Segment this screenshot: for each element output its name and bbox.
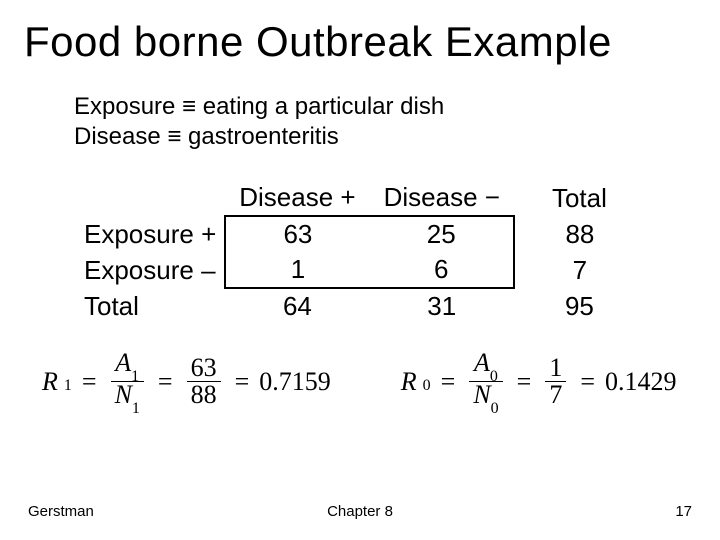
contingency-table: Disease + Disease − Total Exposure + 63 … [70, 180, 621, 324]
col-header-disease-plus: Disease + [225, 180, 369, 216]
r0-den-var: N [473, 380, 490, 409]
r1-num-sub: 1 [131, 368, 139, 385]
cell-d: 6 [370, 252, 514, 288]
cell-c: 1 [225, 252, 369, 288]
r0-den-sub: 0 [491, 400, 499, 417]
col2-total: 31 [370, 288, 514, 324]
slide-title: Food borne Outbreak Example [24, 18, 696, 66]
r1-lhs-var: R [42, 367, 58, 397]
equals-icon: = [441, 367, 456, 397]
definitions-block: Exposure ≡ eating a particular dish Dise… [74, 92, 444, 152]
equals-icon: = [82, 367, 97, 397]
row2-total: 7 [514, 252, 621, 288]
grand-total: 95 [514, 288, 621, 324]
r0-result: 0.1429 [605, 367, 677, 397]
cell-b: 25 [370, 216, 514, 252]
col-header-disease-minus: Disease − [370, 180, 514, 216]
disease-definition: Disease ≡ gastroenteritis [74, 122, 444, 152]
r1-symbolic-fraction: A1 N1 [111, 350, 144, 413]
row-header-exposure-plus: Exposure + [70, 216, 225, 252]
r1-result: 0.7159 [259, 367, 331, 397]
equals-icon: = [235, 367, 250, 397]
equals-icon: = [158, 367, 173, 397]
cell-a: 63 [225, 216, 369, 252]
col-header-total: Total [514, 180, 621, 216]
r1-den-val: 88 [187, 381, 221, 408]
r1-numeric-fraction: 63 88 [187, 355, 221, 408]
slide: Food borne Outbreak Example Exposure ≡ e… [0, 0, 720, 540]
r0-lhs-sub: 0 [423, 377, 431, 395]
col1-total: 64 [225, 288, 369, 324]
r1-den-sub: 1 [132, 400, 140, 417]
r0-num-val: 1 [545, 355, 566, 381]
r0-num-sub: 0 [490, 368, 498, 385]
r0-num-var: A [474, 348, 490, 377]
r1-lhs-sub: 1 [64, 377, 72, 395]
footer-page-number: 17 [675, 503, 692, 520]
table-corner [70, 180, 225, 216]
r0-lhs-var: R [401, 367, 417, 397]
row1-total: 88 [514, 216, 621, 252]
r1-den-var: N [115, 380, 132, 409]
equals-icon: = [517, 367, 532, 397]
exposure-definition: Exposure ≡ eating a particular dish [74, 92, 444, 122]
formula-r0: R0 = A0 N0 = 1 7 = 0.1429 [401, 350, 677, 413]
equals-icon: = [580, 367, 595, 397]
r0-symbolic-fraction: A0 N0 [469, 350, 502, 413]
formula-r1: R1 = A1 N1 = 63 88 = 0.7159 [42, 350, 331, 413]
row-header-total: Total [70, 288, 225, 324]
footer-chapter: Chapter 8 [0, 503, 720, 520]
formulas-row: R1 = A1 N1 = 63 88 = 0.7159 R0 = A0 N0 =… [42, 350, 700, 413]
r0-den-val: 7 [545, 381, 566, 408]
r1-num-var: A [115, 348, 131, 377]
row-header-exposure-minus: Exposure – [70, 252, 225, 288]
r1-num-val: 63 [187, 355, 221, 381]
r0-numeric-fraction: 1 7 [545, 355, 566, 408]
